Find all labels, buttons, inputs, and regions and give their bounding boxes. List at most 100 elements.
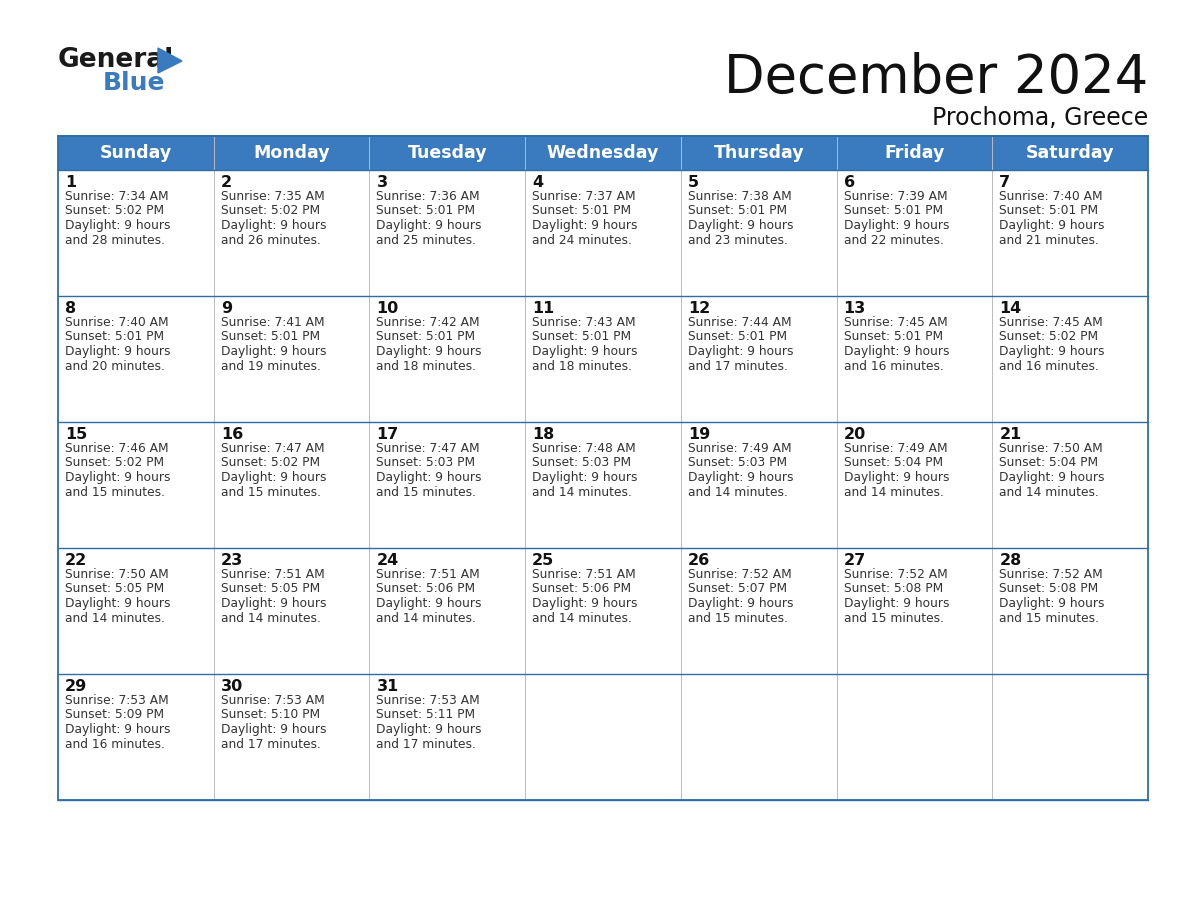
Text: 14: 14 bbox=[999, 301, 1022, 316]
Text: Sunset: 5:05 PM: Sunset: 5:05 PM bbox=[65, 583, 164, 596]
Text: 22: 22 bbox=[65, 553, 87, 568]
Text: December 2024: December 2024 bbox=[723, 52, 1148, 104]
Text: Daylight: 9 hours: Daylight: 9 hours bbox=[532, 597, 638, 610]
Text: Sunrise: 7:34 AM: Sunrise: 7:34 AM bbox=[65, 190, 169, 203]
Text: Sunset: 5:03 PM: Sunset: 5:03 PM bbox=[532, 456, 631, 469]
Text: Daylight: 9 hours: Daylight: 9 hours bbox=[377, 723, 482, 736]
Bar bbox=[992, 548, 1148, 674]
Text: Sunrise: 7:53 AM: Sunrise: 7:53 AM bbox=[221, 694, 324, 707]
Text: Sunrise: 7:38 AM: Sunrise: 7:38 AM bbox=[688, 190, 791, 203]
Bar bbox=[525, 296, 681, 422]
Text: 30: 30 bbox=[221, 679, 244, 694]
Text: Sunset: 5:01 PM: Sunset: 5:01 PM bbox=[532, 330, 631, 343]
Text: Saturday: Saturday bbox=[1026, 144, 1114, 162]
Text: Daylight: 9 hours: Daylight: 9 hours bbox=[843, 471, 949, 484]
Text: Daylight: 9 hours: Daylight: 9 hours bbox=[688, 471, 794, 484]
Text: Monday: Monday bbox=[253, 144, 330, 162]
Text: Sunset: 5:01 PM: Sunset: 5:01 PM bbox=[221, 330, 320, 343]
Polygon shape bbox=[158, 48, 182, 73]
Bar bbox=[214, 422, 369, 548]
Text: Sunset: 5:11 PM: Sunset: 5:11 PM bbox=[377, 709, 475, 722]
Text: and 19 minutes.: and 19 minutes. bbox=[221, 360, 321, 373]
Text: and 14 minutes.: and 14 minutes. bbox=[999, 486, 1099, 498]
Text: and 14 minutes.: and 14 minutes. bbox=[377, 611, 476, 624]
Text: Sunrise: 7:39 AM: Sunrise: 7:39 AM bbox=[843, 190, 947, 203]
Bar bbox=[836, 296, 992, 422]
Text: 28: 28 bbox=[999, 553, 1022, 568]
Bar bbox=[681, 422, 836, 548]
Text: Sunrise: 7:45 AM: Sunrise: 7:45 AM bbox=[843, 316, 947, 329]
Text: Sunset: 5:01 PM: Sunset: 5:01 PM bbox=[377, 205, 475, 218]
Text: Wednesday: Wednesday bbox=[546, 144, 659, 162]
Bar bbox=[214, 674, 369, 800]
Text: 8: 8 bbox=[65, 301, 76, 316]
Bar bbox=[58, 296, 214, 422]
Text: Sunrise: 7:47 AM: Sunrise: 7:47 AM bbox=[377, 442, 480, 455]
Text: Daylight: 9 hours: Daylight: 9 hours bbox=[221, 471, 327, 484]
Bar bbox=[369, 422, 525, 548]
Text: 10: 10 bbox=[377, 301, 399, 316]
Text: Sunrise: 7:44 AM: Sunrise: 7:44 AM bbox=[688, 316, 791, 329]
Bar bbox=[369, 296, 525, 422]
Text: Daylight: 9 hours: Daylight: 9 hours bbox=[65, 471, 171, 484]
Text: 5: 5 bbox=[688, 175, 699, 190]
Text: and 17 minutes.: and 17 minutes. bbox=[221, 737, 321, 751]
Text: Sunrise: 7:53 AM: Sunrise: 7:53 AM bbox=[377, 694, 480, 707]
Bar bbox=[214, 296, 369, 422]
Bar bbox=[681, 548, 836, 674]
Text: Sunrise: 7:49 AM: Sunrise: 7:49 AM bbox=[688, 442, 791, 455]
Text: Sunrise: 7:37 AM: Sunrise: 7:37 AM bbox=[532, 190, 636, 203]
Text: Sunset: 5:01 PM: Sunset: 5:01 PM bbox=[999, 205, 1099, 218]
Bar bbox=[525, 422, 681, 548]
Text: Sunset: 5:01 PM: Sunset: 5:01 PM bbox=[532, 205, 631, 218]
Bar bbox=[369, 548, 525, 674]
Text: Sunday: Sunday bbox=[100, 144, 172, 162]
Text: Sunrise: 7:40 AM: Sunrise: 7:40 AM bbox=[65, 316, 169, 329]
Bar bbox=[992, 170, 1148, 296]
Text: and 15 minutes.: and 15 minutes. bbox=[377, 486, 476, 498]
Text: Sunset: 5:01 PM: Sunset: 5:01 PM bbox=[843, 205, 943, 218]
Text: Sunset: 5:09 PM: Sunset: 5:09 PM bbox=[65, 709, 164, 722]
Text: Sunset: 5:03 PM: Sunset: 5:03 PM bbox=[377, 456, 475, 469]
Text: 11: 11 bbox=[532, 301, 555, 316]
Text: Sunrise: 7:40 AM: Sunrise: 7:40 AM bbox=[999, 190, 1102, 203]
Text: Sunrise: 7:41 AM: Sunrise: 7:41 AM bbox=[221, 316, 324, 329]
Text: 3: 3 bbox=[377, 175, 387, 190]
Text: Sunrise: 7:52 AM: Sunrise: 7:52 AM bbox=[999, 568, 1102, 581]
Text: Sunset: 5:04 PM: Sunset: 5:04 PM bbox=[999, 456, 1099, 469]
Bar bbox=[58, 674, 214, 800]
Text: 19: 19 bbox=[688, 427, 710, 442]
Text: Sunset: 5:02 PM: Sunset: 5:02 PM bbox=[65, 205, 164, 218]
Text: Sunrise: 7:52 AM: Sunrise: 7:52 AM bbox=[843, 568, 947, 581]
Text: and 14 minutes.: and 14 minutes. bbox=[221, 611, 321, 624]
Text: Daylight: 9 hours: Daylight: 9 hours bbox=[377, 219, 482, 232]
Text: and 16 minutes.: and 16 minutes. bbox=[65, 737, 165, 751]
Text: Friday: Friday bbox=[884, 144, 944, 162]
Text: Daylight: 9 hours: Daylight: 9 hours bbox=[532, 219, 638, 232]
Bar bbox=[58, 136, 1148, 170]
Text: Daylight: 9 hours: Daylight: 9 hours bbox=[688, 219, 794, 232]
Text: Sunrise: 7:45 AM: Sunrise: 7:45 AM bbox=[999, 316, 1102, 329]
Text: Daylight: 9 hours: Daylight: 9 hours bbox=[688, 597, 794, 610]
Text: Sunset: 5:01 PM: Sunset: 5:01 PM bbox=[377, 330, 475, 343]
Text: Daylight: 9 hours: Daylight: 9 hours bbox=[377, 597, 482, 610]
Bar bbox=[836, 170, 992, 296]
Bar bbox=[681, 170, 836, 296]
Text: Sunset: 5:06 PM: Sunset: 5:06 PM bbox=[532, 583, 631, 596]
Text: and 20 minutes.: and 20 minutes. bbox=[65, 360, 165, 373]
Text: Sunset: 5:07 PM: Sunset: 5:07 PM bbox=[688, 583, 786, 596]
Text: Daylight: 9 hours: Daylight: 9 hours bbox=[843, 345, 949, 358]
Text: Sunrise: 7:53 AM: Sunrise: 7:53 AM bbox=[65, 694, 169, 707]
Text: and 16 minutes.: and 16 minutes. bbox=[843, 360, 943, 373]
Text: 18: 18 bbox=[532, 427, 555, 442]
Text: 27: 27 bbox=[843, 553, 866, 568]
Text: Sunset: 5:10 PM: Sunset: 5:10 PM bbox=[221, 709, 320, 722]
Text: Sunset: 5:02 PM: Sunset: 5:02 PM bbox=[221, 456, 320, 469]
Text: Daylight: 9 hours: Daylight: 9 hours bbox=[221, 219, 327, 232]
Text: Daylight: 9 hours: Daylight: 9 hours bbox=[221, 345, 327, 358]
Text: and 21 minutes.: and 21 minutes. bbox=[999, 233, 1099, 247]
Text: Daylight: 9 hours: Daylight: 9 hours bbox=[65, 597, 171, 610]
Text: and 28 minutes.: and 28 minutes. bbox=[65, 233, 165, 247]
Bar bbox=[836, 422, 992, 548]
Text: Daylight: 9 hours: Daylight: 9 hours bbox=[532, 345, 638, 358]
